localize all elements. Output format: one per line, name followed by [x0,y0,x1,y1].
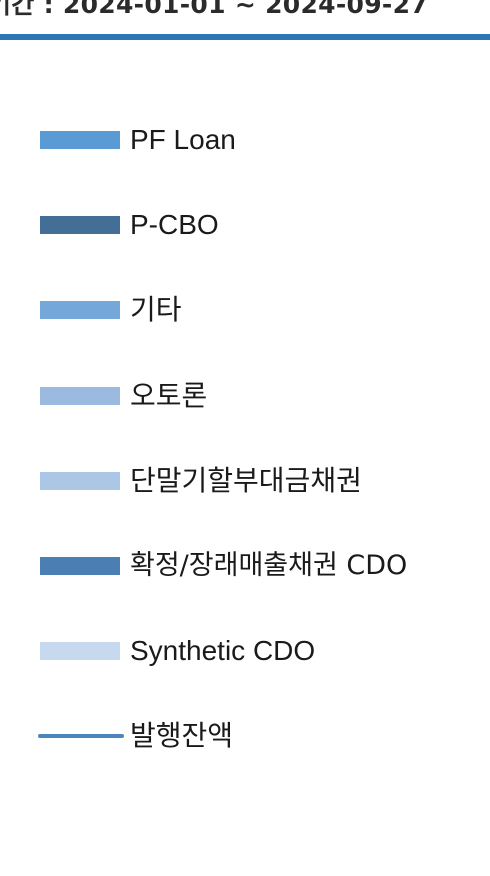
legend-bar-swatch [40,557,120,575]
legend-item: Synthetic CDO [40,636,315,666]
legend-label: 단말기할부대금채권 [130,463,362,497]
legend-bar-swatch [40,216,120,235]
legend-label: 기타 [130,293,182,327]
legend-bar-swatch [40,386,120,405]
legend-bar-swatch [40,301,120,320]
legend-item: 기타 [40,295,182,325]
legend-label: 발행잔액 [130,719,234,753]
legend-item: PF Loan [40,125,236,155]
legend-item: P-CBO [40,210,219,240]
legend-bar-swatch [40,642,120,661]
legend-label: Synthetic CDO [130,635,316,667]
header-rule [0,34,490,40]
legend-line-swatch [38,734,124,739]
legend-item: 오토론 [40,378,208,412]
legend-label: 오토론 [130,378,208,412]
legend-bar-swatch [40,131,120,149]
period-header: 기간 : 2024-01-01 ~ 2024-09-27 [0,0,428,19]
legend-item: 발행잔액 [38,719,234,753]
legend-item: 확정/장래매출채권 CDO [40,551,407,581]
legend-label: 확정/장래매출채권 CDO [130,550,408,581]
legend-label: PF Loan [130,124,236,155]
legend-bar-swatch [40,471,120,490]
legend-item: 단말기할부대금채권 [40,463,362,497]
legend-label: P-CBO [130,209,219,241]
